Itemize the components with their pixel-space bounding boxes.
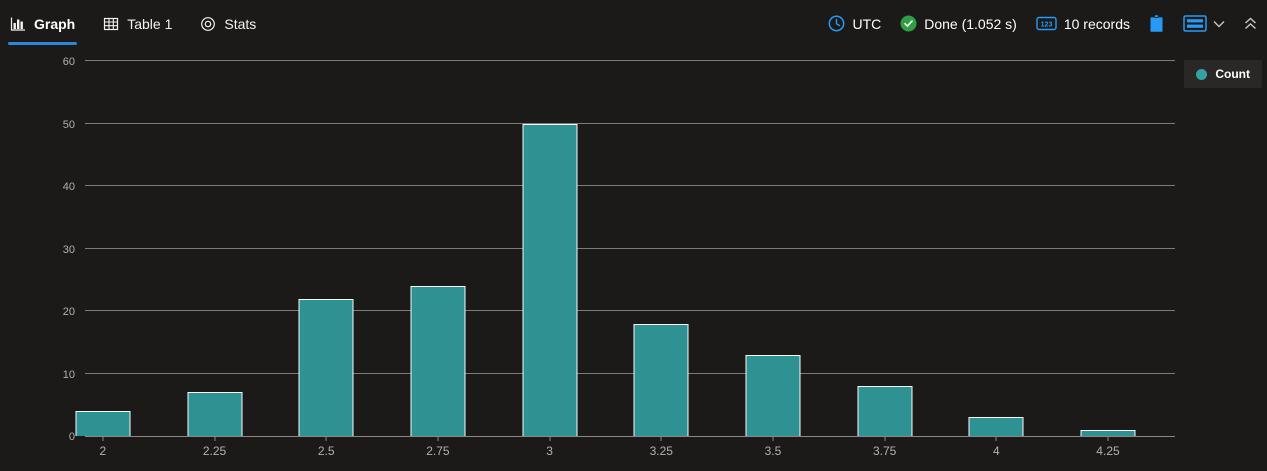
y-axis-tick-label: 10 xyxy=(62,368,75,381)
query-results-panel: Graph Table 1 Stats xyxy=(0,0,1267,458)
x-axis-tick-label: 2.75 xyxy=(426,444,450,458)
copy-results-button[interactable] xyxy=(1149,14,1164,33)
record-count-label: 10 records xyxy=(1063,15,1130,32)
x-axis-tick-mark xyxy=(325,436,327,441)
bar[interactable] xyxy=(1080,429,1136,436)
x-axis-tick-label: 2 xyxy=(99,444,107,458)
bar[interactable] xyxy=(633,323,689,436)
query-status: Done (1.052 s) xyxy=(900,15,1017,32)
bar[interactable] xyxy=(857,386,913,436)
x-axis-tick-label: 4.25 xyxy=(1096,444,1120,458)
x-axis-tick-mark xyxy=(549,436,551,441)
active-tab-indicator xyxy=(8,42,78,45)
bar[interactable] xyxy=(745,354,801,436)
tab-label: Graph xyxy=(34,15,76,32)
tab-stats[interactable]: Stats xyxy=(200,0,256,47)
records-123-icon: 123 xyxy=(1036,16,1057,31)
gridline xyxy=(85,122,1175,124)
gridline xyxy=(85,185,1175,186)
x-axis-tick-mark xyxy=(995,436,997,441)
tab-graph[interactable]: Graph xyxy=(8,0,78,47)
status-bar: UTC Done (1.052 s) 123 10 records xyxy=(828,14,1257,33)
legend-label: Count xyxy=(1215,67,1250,81)
bar[interactable] xyxy=(522,123,578,436)
chart-container: 0 10 20 30 40 50 60 2 2.25 2.5 2.75 3 3.25 3.5 3.75 4 4.… xyxy=(0,47,1267,471)
tab-label: Stats xyxy=(224,15,257,32)
plot-area: 0 10 20 30 40 50 60 2 2.25 2.5 2.75 3 3.25 3.5 3.75 4 4.… xyxy=(63,56,1175,458)
visual-type-picker[interactable] xyxy=(1183,15,1225,32)
tab-table-1[interactable]: Table 1 xyxy=(103,0,172,47)
results-toolbar: Graph Table 1 Stats xyxy=(0,0,1267,47)
x-axis-tick-mark xyxy=(660,436,662,441)
timezone-indicator[interactable]: UTC xyxy=(828,15,881,32)
results-tabs: Graph Table 1 Stats xyxy=(8,0,256,47)
y-axis-tick-label: 50 xyxy=(62,118,75,131)
bar[interactable] xyxy=(298,298,354,436)
bar[interactable] xyxy=(968,417,1024,436)
gridline xyxy=(85,247,1175,249)
x-axis-tick-label: 4 xyxy=(992,444,1000,458)
bar[interactable] xyxy=(75,411,131,436)
y-axis-tick-label: 30 xyxy=(62,243,75,256)
tab-label: Table 1 xyxy=(127,15,173,32)
rows-layout-icon xyxy=(1183,15,1207,32)
stats-icon xyxy=(200,16,216,32)
gridline xyxy=(85,60,1175,61)
clock-icon xyxy=(828,15,845,32)
x-axis-tick-label: 3 xyxy=(546,444,553,458)
legend[interactable]: Count xyxy=(1184,60,1262,88)
clipboard-icon xyxy=(1150,14,1163,32)
records-badge-text: 123 xyxy=(1041,22,1053,29)
bar[interactable] xyxy=(187,392,243,436)
x-axis-tick-mark xyxy=(102,436,104,441)
x-axis-tick-label: 3.5 xyxy=(764,444,782,458)
bar[interactable] xyxy=(410,286,466,436)
legend-marker-icon xyxy=(1196,68,1208,80)
gridline xyxy=(85,310,1175,311)
x-axis-tick-label: 2.25 xyxy=(202,444,227,458)
chevron-down-icon xyxy=(1213,20,1225,28)
y-axis-tick-label: 0 xyxy=(68,431,75,443)
y-axis-tick-label: 20 xyxy=(62,306,75,319)
table-icon xyxy=(103,16,119,32)
x-axis-tick-label: 2.5 xyxy=(317,444,335,458)
double-chevron-up-icon xyxy=(1245,17,1256,30)
y-axis-tick-label: 60 xyxy=(62,56,75,68)
bar-chart-icon xyxy=(10,16,26,32)
x-axis-tick-label: 3.25 xyxy=(649,444,673,458)
record-count: 123 10 records xyxy=(1036,16,1130,32)
success-check-icon xyxy=(900,15,917,32)
query-status-label: Done (1.052 s) xyxy=(924,15,1017,32)
timezone-label: UTC xyxy=(852,15,882,32)
gridline xyxy=(85,372,1175,374)
x-axis-tick-mark xyxy=(884,436,886,441)
x-axis-tick-label: 3.75 xyxy=(872,444,897,458)
x-axis-tick-mark xyxy=(772,436,774,441)
x-axis-tick-mark xyxy=(437,436,439,441)
y-axis-tick-label: 40 xyxy=(62,181,75,194)
x-axis-tick-mark xyxy=(214,436,216,441)
x-axis-tick-mark xyxy=(1107,436,1109,441)
collapse-panel-button[interactable] xyxy=(1244,17,1257,30)
